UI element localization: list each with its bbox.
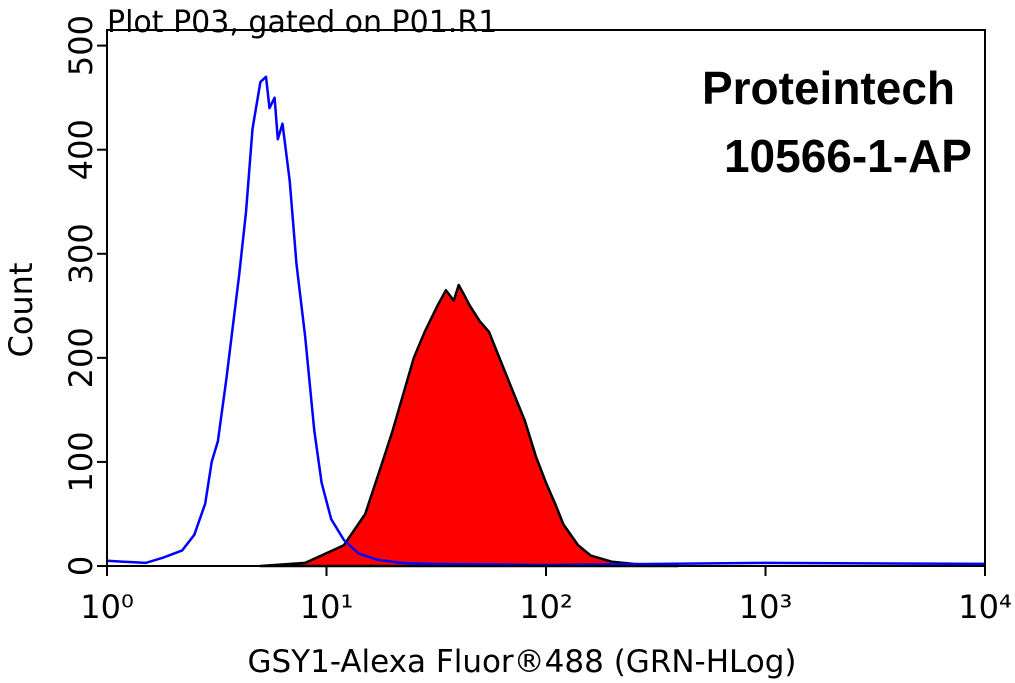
y-tick-label: 400 xyxy=(62,119,100,180)
x-tick-label: 10² xyxy=(519,588,573,626)
x-axis-label: GSY1-Alexa Fluor®488 (GRN-HLog) xyxy=(247,644,796,680)
chart-title: Plot P03, gated on P01.R1 xyxy=(107,5,497,40)
x-tick-label: 10⁴ xyxy=(958,588,1012,626)
annotation: Proteintech xyxy=(702,62,955,114)
y-tick-label: 300 xyxy=(62,223,100,284)
histogram-line xyxy=(106,75,986,567)
annotation: 10566-1-AP xyxy=(724,130,972,182)
y-axis-label: Count xyxy=(2,262,40,357)
x-tick-label: 10⁰ xyxy=(80,588,134,626)
x-tick-label: 10³ xyxy=(739,588,793,626)
y-tick-label: 100 xyxy=(62,431,100,492)
histogram-area xyxy=(259,283,680,568)
y-tick-label: 0 xyxy=(62,556,100,576)
x-tick-label: 10¹ xyxy=(300,588,354,626)
y-tick-label: 500 xyxy=(62,15,100,76)
y-tick-label: 200 xyxy=(62,327,100,388)
